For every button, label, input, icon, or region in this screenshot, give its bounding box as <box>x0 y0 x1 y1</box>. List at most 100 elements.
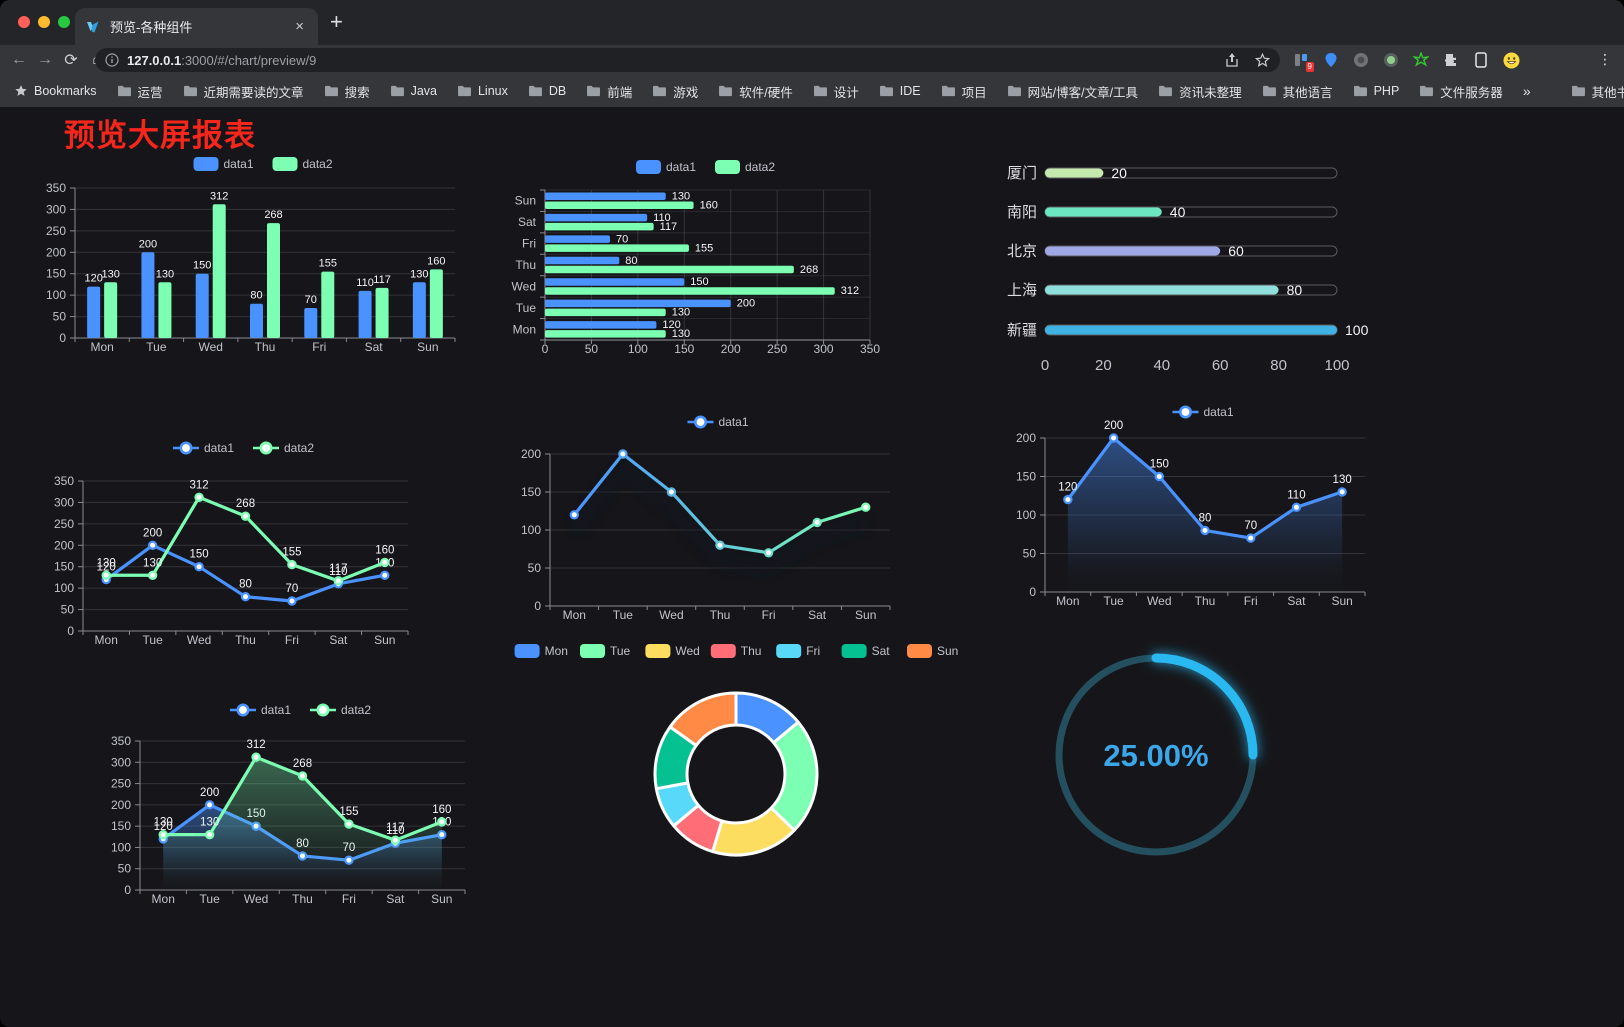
svg-text:268: 268 <box>800 264 818 276</box>
legend-item[interactable]: Thu <box>710 644 762 658</box>
legend-item[interactable]: data1 <box>636 160 696 174</box>
bookmark-folder[interactable]: 设计 <box>813 82 859 101</box>
menu-kebab-icon[interactable]: ⋮ <box>1598 51 1612 67</box>
progress-row[interactable]: 南阳 40 <box>1007 204 1338 221</box>
folder-icon <box>458 85 471 97</box>
bookmark-folder[interactable]: Linux <box>457 84 508 98</box>
line-series[interactable]: 130 130 312 268 155 117 160 <box>97 479 395 586</box>
extension-icon-pin[interactable] <box>1322 51 1340 69</box>
legend-item[interactable]: data2 <box>253 441 314 455</box>
bar-series[interactable]: 130 130 312 268 155 117 160 <box>101 190 446 338</box>
bookmark-folder[interactable]: 游戏 <box>652 82 698 101</box>
legend-item[interactable]: Fri <box>776 644 820 658</box>
bookmark-folder[interactable]: 文件服务器 <box>1419 82 1503 101</box>
svg-text:0: 0 <box>67 624 74 638</box>
bookmark-folder[interactable]: 网站/博客/文章/工具 <box>1007 82 1138 101</box>
legend-item[interactable]: data1 <box>687 415 749 429</box>
folder-icon <box>1420 85 1434 97</box>
svg-text:上海: 上海 <box>1007 282 1037 299</box>
bookmark-folder[interactable]: 搜索 <box>324 82 370 101</box>
bookmark-star-icon[interactable] <box>1255 52 1270 68</box>
extension-icon-circle-green[interactable] <box>1382 51 1400 69</box>
line-series[interactable]: 120 200 150 80 70 110 130 <box>1058 420 1352 543</box>
forward-button-icon[interactable]: → <box>37 51 53 68</box>
back-button-icon[interactable]: ← <box>11 51 27 68</box>
svg-text:Fri: Fri <box>342 892 356 906</box>
svg-text:300: 300 <box>54 495 74 509</box>
extension-icon-star-green[interactable] <box>1412 51 1430 69</box>
fullscreen-window-button[interactable] <box>58 16 70 28</box>
folder-icon <box>1007 85 1021 97</box>
bookmarks-root[interactable]: Bookmarks <box>14 84 97 98</box>
bookmark-folder-label: Java <box>410 84 437 98</box>
omnibox[interactable]: 127.0.0.1:3000/#/chart/preview/9 <box>95 48 1280 72</box>
bookmark-folder[interactable]: IDE <box>879 84 921 98</box>
legend-item[interactable]: data2 <box>715 160 775 174</box>
progress-row[interactable]: 新疆 100 <box>1007 322 1369 339</box>
extension-icon-device[interactable] <box>1472 51 1490 69</box>
bookmark-folder[interactable]: Java <box>390 84 437 98</box>
svg-text:100: 100 <box>521 523 541 537</box>
bookmark-folder[interactable]: 软件/硬件 <box>718 82 793 101</box>
line-series[interactable]: 120 200 150 80 70 110 130 <box>97 527 395 606</box>
progress-row[interactable]: 北京 60 <box>1007 243 1338 260</box>
extension-icon-puzzle[interactable] <box>1442 51 1460 69</box>
legend-item[interactable]: Sat <box>841 644 891 658</box>
pie-slices[interactable] <box>653 691 819 857</box>
svg-text:Sat: Sat <box>386 892 405 906</box>
bar-series[interactable]: 160 117 155 268 312 130 130 <box>545 200 859 341</box>
bookmark-folder[interactable]: 项目 <box>941 82 987 101</box>
bookmark-folder[interactable]: 其他语言 <box>1262 82 1333 101</box>
minimize-window-button[interactable] <box>38 16 50 28</box>
share-icon[interactable] <box>1225 52 1239 68</box>
legend-item[interactable]: Wed <box>645 644 700 658</box>
other-bookmarks-folder[interactable]: 其他书签 <box>1571 82 1624 101</box>
svg-text:350: 350 <box>54 474 74 488</box>
legend-item[interactable]: data1 <box>1172 405 1234 419</box>
progress-row[interactable]: 厦门 20 <box>1007 165 1338 182</box>
page-content: 预览大屏报表 data1 data2 0 50 100 150 200 250 300 350 Mo… <box>0 107 1624 1027</box>
svg-text:0: 0 <box>1041 357 1049 374</box>
line-series[interactable]: 130 130 312 268 155 117 160 <box>154 739 452 845</box>
extension-icon-avatar-emoji[interactable] <box>1502 51 1520 69</box>
progress-row[interactable]: 上海 80 <box>1007 282 1338 299</box>
folder-icon <box>941 85 955 97</box>
svg-text:250: 250 <box>767 342 787 356</box>
svg-text:250: 250 <box>54 517 74 531</box>
tab-close-icon[interactable]: × <box>295 18 304 35</box>
bookmarks-star-icon <box>15 85 27 96</box>
legend-item[interactable]: data1 <box>173 441 234 455</box>
svg-text:120: 120 <box>97 562 116 574</box>
bookmarks-overflow-chevron[interactable]: » <box>1522 83 1531 99</box>
legend-item[interactable]: Sun <box>907 644 958 658</box>
url-text[interactable]: 127.0.0.1:3000/#/chart/preview/9 <box>127 53 1225 68</box>
svg-text:Fri: Fri <box>285 633 299 647</box>
legend-item[interactable]: data2 <box>310 703 371 717</box>
bookmark-folder[interactable]: 资讯未整理 <box>1158 82 1242 101</box>
close-window-button[interactable] <box>18 16 30 28</box>
reload-button-icon[interactable]: ⟳ <box>64 52 78 69</box>
svg-text:100: 100 <box>1324 357 1349 374</box>
svg-text:130: 130 <box>672 307 690 319</box>
legend-item[interactable]: data2 <box>272 157 333 171</box>
line-series[interactable] <box>569 449 871 558</box>
bookmark-folder[interactable]: DB <box>528 84 566 98</box>
legend-item[interactable]: Tue <box>580 644 631 658</box>
legend-item[interactable]: data1 <box>193 157 254 171</box>
svg-text:Thu: Thu <box>1195 594 1216 608</box>
browser-tab[interactable]: 预览-各种组件 × <box>75 8 318 45</box>
legend-item[interactable]: data1 <box>230 703 291 717</box>
x-axis: Mon Tue Wed Thu Fri Sat Sun <box>74 338 456 354</box>
extension-icon-circle-gray[interactable] <box>1352 51 1370 69</box>
bar-series[interactable]: 120 200 150 80 70 110 130 <box>84 238 429 338</box>
svg-text:110: 110 <box>356 277 374 289</box>
extension-icon-badged[interactable]: 9 <box>1292 51 1314 72</box>
bookmark-folder[interactable]: 运营 <box>117 82 163 101</box>
site-info-icon[interactable] <box>105 53 119 67</box>
new-tab-button[interactable]: + <box>330 9 343 34</box>
bookmark-folder[interactable]: 近期需要读的文章 <box>183 82 304 101</box>
bookmark-folder[interactable]: 前端 <box>586 82 632 101</box>
bookmark-folder[interactable]: PHP <box>1353 84 1399 98</box>
legend-item[interactable]: Mon <box>514 644 568 658</box>
